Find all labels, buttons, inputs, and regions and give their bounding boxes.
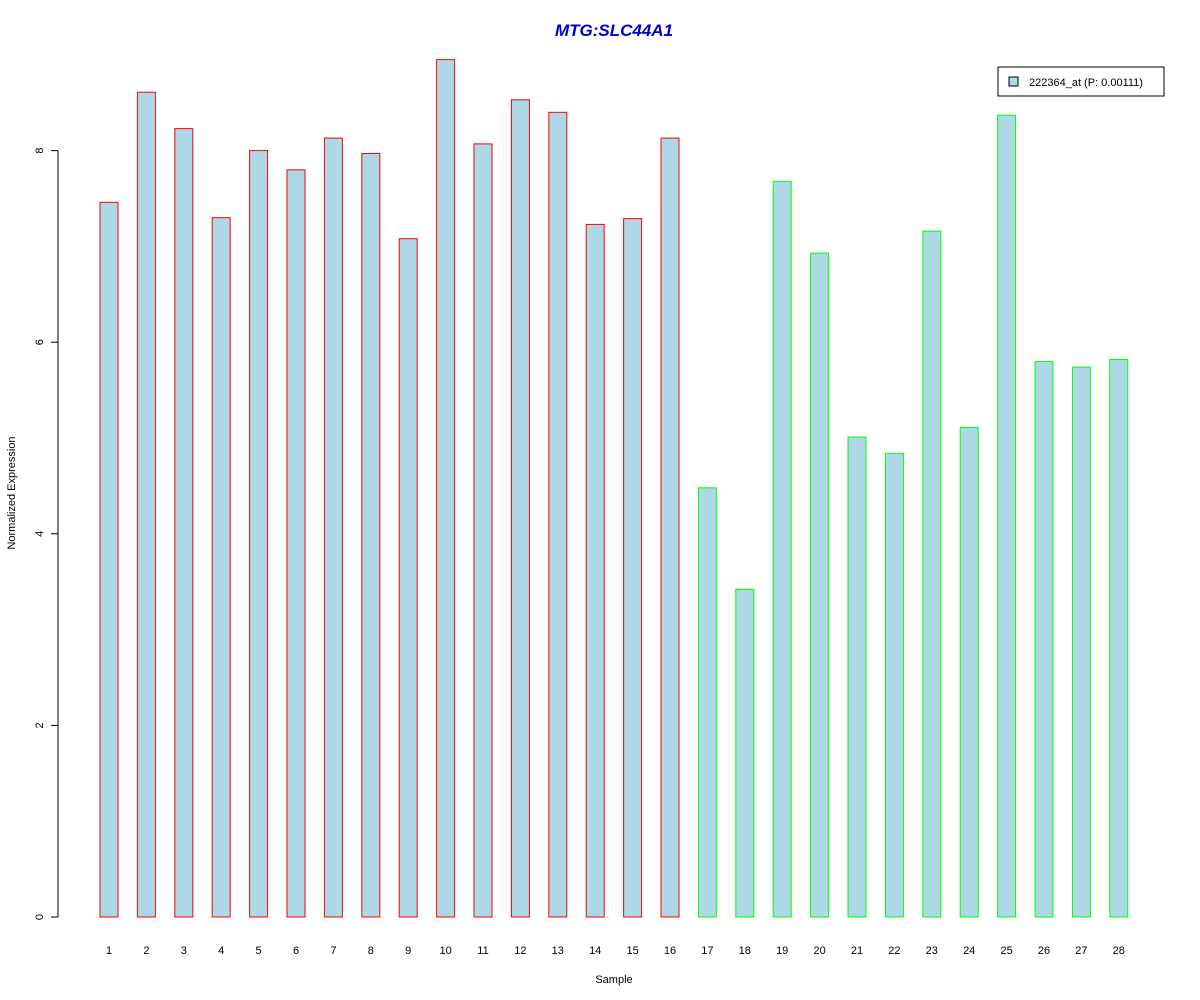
x-tick-label: 24 bbox=[963, 945, 975, 957]
bar-sample-22 bbox=[884, 452, 904, 918]
chart-title: MTG:SLC44A1 bbox=[555, 21, 673, 40]
y-axis-label: Normalized Expression bbox=[6, 436, 18, 549]
x-tick-label: 17 bbox=[701, 945, 713, 957]
bar-sample-5 bbox=[249, 150, 269, 918]
x-tick-label: 5 bbox=[256, 945, 262, 957]
bar-sample-17 bbox=[697, 487, 717, 918]
x-tick-label: 2 bbox=[143, 945, 149, 957]
x-tick-label: 18 bbox=[739, 945, 751, 957]
bar-sample-28 bbox=[1109, 358, 1129, 918]
x-tick-label: 11 bbox=[477, 945, 488, 957]
x-tick-label: 6 bbox=[293, 945, 299, 957]
x-tick-label: 12 bbox=[514, 945, 526, 957]
x-tick-label: 27 bbox=[1075, 945, 1087, 957]
x-tick-label: 16 bbox=[664, 945, 676, 957]
x-tick-label: 1 bbox=[106, 945, 112, 957]
x-tick-label: 28 bbox=[1113, 945, 1125, 957]
x-tick-label: 22 bbox=[888, 945, 900, 957]
x-tick-label: 4 bbox=[218, 945, 224, 957]
bar-sample-18 bbox=[735, 588, 755, 918]
bar-sample-27 bbox=[1071, 366, 1091, 918]
bar-sample-25 bbox=[997, 114, 1017, 918]
bar-sample-21 bbox=[847, 436, 867, 918]
y-tick-label: 4 bbox=[34, 531, 46, 537]
x-tick-label: 3 bbox=[181, 945, 187, 957]
y-tick-label: 2 bbox=[34, 722, 46, 728]
legend-box bbox=[997, 66, 1165, 97]
bar-sample-13 bbox=[548, 111, 568, 918]
x-tick-label: 15 bbox=[626, 945, 638, 957]
x-tick-label: 20 bbox=[813, 945, 825, 957]
bar-sample-15 bbox=[623, 218, 643, 918]
x-tick-label: 25 bbox=[1000, 945, 1012, 957]
x-tick-label: 8 bbox=[368, 945, 374, 957]
y-tick-label: 0 bbox=[34, 914, 46, 920]
bar-sample-10 bbox=[436, 59, 456, 918]
x-tick-label: 7 bbox=[330, 945, 336, 957]
x-tick-label: 9 bbox=[405, 945, 411, 957]
bars-layer bbox=[99, 59, 1129, 918]
bar-sample-20 bbox=[810, 252, 830, 918]
x-tick-label: 23 bbox=[926, 945, 938, 957]
x-tick-label: 26 bbox=[1038, 945, 1050, 957]
y-tick-label: 6 bbox=[34, 339, 46, 345]
bar-sample-6 bbox=[286, 169, 306, 918]
legend-swatch bbox=[1008, 76, 1019, 87]
bar-sample-8 bbox=[361, 153, 381, 918]
bar-sample-23 bbox=[922, 230, 942, 918]
bar-sample-12 bbox=[510, 99, 530, 918]
bar-sample-3 bbox=[174, 128, 194, 918]
y-axis: 0 2 4 6 8 bbox=[34, 148, 59, 920]
bar-sample-14 bbox=[585, 223, 605, 918]
bar-sample-11 bbox=[473, 143, 493, 918]
legend-entry: 222364_at (P: 0.00111) bbox=[1029, 77, 1143, 89]
bar-sample-24 bbox=[959, 427, 979, 918]
x-tick-label: 10 bbox=[439, 945, 451, 957]
bar-sample-26 bbox=[1034, 360, 1054, 918]
bar-sample-7 bbox=[323, 137, 343, 918]
bar-sample-1 bbox=[99, 201, 119, 918]
x-tick-labels: 1 2 3 4 5 6 7 8 9 10 11 12 13 14 15 16 17 18 19 20 21 22 23 24 2… bbox=[106, 945, 1125, 957]
x-axis-label: Sample bbox=[595, 974, 632, 986]
x-tick-label: 13 bbox=[552, 945, 564, 957]
bar-sample-9 bbox=[398, 238, 418, 918]
bar-sample-4 bbox=[211, 217, 231, 918]
x-tick-label: 21 bbox=[851, 945, 863, 957]
x-tick-label: 14 bbox=[589, 945, 601, 957]
bar-sample-2 bbox=[136, 91, 156, 918]
y-tick-label: 8 bbox=[34, 148, 46, 154]
x-tick-label: 19 bbox=[776, 945, 788, 957]
bar-sample-19 bbox=[772, 180, 792, 918]
bar-sample-16 bbox=[660, 137, 680, 918]
legend: 222364_at (P: 0.00111) bbox=[997, 66, 1165, 97]
